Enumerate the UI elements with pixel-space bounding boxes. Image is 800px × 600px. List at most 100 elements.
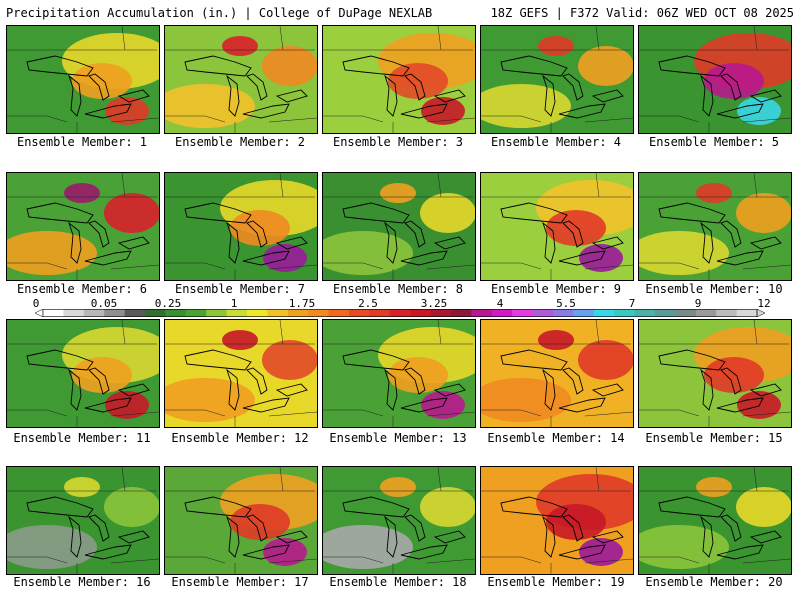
ensemble-map-panel xyxy=(638,319,792,428)
great-lakes-outline xyxy=(500,496,624,560)
legend-swatch xyxy=(328,309,350,317)
precip-map xyxy=(323,26,475,133)
legend-swatch xyxy=(206,309,228,317)
member-label: Ensemble Member: 17 xyxy=(171,575,309,589)
legend-tick-label: 9 xyxy=(694,297,702,310)
precip-contour xyxy=(538,36,574,56)
precip-contour xyxy=(323,231,413,275)
legend-min-arrow xyxy=(35,309,44,317)
legend-swatch xyxy=(124,309,146,317)
member-label: Ensemble Member: 16 xyxy=(13,575,151,589)
ensemble-map-panel xyxy=(322,172,476,281)
great-lakes-outline xyxy=(342,496,466,560)
member-label: Ensemble Member: 19 xyxy=(487,575,625,589)
precip-contour xyxy=(639,525,729,569)
great-lakes-outline xyxy=(26,496,150,560)
ensemble-map-panel xyxy=(638,25,792,134)
precip-map xyxy=(639,173,791,280)
precip-contour xyxy=(696,183,732,203)
state-borders xyxy=(7,26,159,133)
precip-map xyxy=(323,320,475,427)
state-borders xyxy=(639,320,791,427)
legend-swatch xyxy=(369,309,391,317)
great-lakes-outline xyxy=(184,349,308,413)
legend-swatch xyxy=(410,309,432,317)
legend-swatch xyxy=(675,309,697,317)
color-legend xyxy=(35,309,765,317)
precip-contour xyxy=(7,525,97,569)
precip-contour xyxy=(578,340,633,380)
member-label: Ensemble Member: 5 xyxy=(648,135,780,149)
member-label: Ensemble Member: 6 xyxy=(16,282,148,296)
state-borders xyxy=(481,173,633,280)
precip-map xyxy=(323,467,475,574)
legend-swatch xyxy=(267,309,289,317)
ensemble-map-panel xyxy=(164,172,318,281)
legend-swatch xyxy=(491,309,513,317)
legend-swatch xyxy=(430,309,452,317)
member-label: Ensemble Member: 12 xyxy=(171,431,309,445)
precip-contour xyxy=(736,487,791,527)
state-borders xyxy=(7,173,159,280)
precip-contour xyxy=(7,231,97,275)
member-label: Ensemble Member: 9 xyxy=(490,282,622,296)
precip-map xyxy=(481,320,633,427)
state-borders xyxy=(323,320,475,427)
color-legend-bar xyxy=(35,309,765,317)
legend-tick-label: 12 xyxy=(757,297,771,310)
legend-tick-label: 0.25 xyxy=(154,297,182,310)
ensemble-map-panel xyxy=(322,466,476,575)
precip-map xyxy=(7,173,159,280)
precip-map xyxy=(639,467,791,574)
great-lakes-outline xyxy=(342,55,466,119)
legend-swatch xyxy=(43,309,64,317)
precip-contour xyxy=(380,477,416,497)
legend-swatch xyxy=(287,309,309,317)
member-label: Ensemble Member: 20 xyxy=(645,575,783,589)
precip-contour xyxy=(481,378,571,422)
precip-contour xyxy=(72,63,132,99)
member-label: Ensemble Member: 18 xyxy=(329,575,467,589)
legend-swatch xyxy=(165,309,187,317)
precip-contour xyxy=(104,487,159,527)
precip-map xyxy=(165,26,317,133)
legend-tick-label: 0.05 xyxy=(90,297,118,310)
legend-tick-label: 2.5 xyxy=(358,297,378,310)
great-lakes-outline xyxy=(658,55,782,119)
precip-contour xyxy=(639,231,729,275)
legend-tick-labels: 0 0.05 0.25 1 1.75 2.5 3.25 4 5.5 7 9 12 xyxy=(0,297,800,310)
great-lakes-outline xyxy=(500,349,624,413)
legend-tick-label: 1.75 xyxy=(288,297,316,310)
precip-contour xyxy=(546,504,606,540)
precip-contour xyxy=(380,183,416,203)
legend-swatch xyxy=(634,309,656,317)
legend-tick-label: 7 xyxy=(628,297,636,310)
member-label: Ensemble Member: 14 xyxy=(487,431,625,445)
legend-swatch xyxy=(655,309,676,317)
member-label: Ensemble Member: 8 xyxy=(332,282,464,296)
chart-title: Precipitation Accumulation (in.) | Colle… xyxy=(6,6,433,20)
great-lakes-outline xyxy=(658,349,782,413)
legend-swatch xyxy=(512,309,534,317)
ensemble-map-panel xyxy=(638,172,792,281)
precip-map xyxy=(165,467,317,574)
great-lakes-outline xyxy=(500,55,624,119)
state-borders xyxy=(165,173,317,280)
precip-map xyxy=(7,26,159,133)
member-label: Ensemble Member: 3 xyxy=(332,135,464,149)
state-borders xyxy=(323,173,475,280)
legend-swatch xyxy=(614,309,636,317)
legend-swatch xyxy=(104,309,126,317)
member-label: Ensemble Member: 2 xyxy=(174,135,306,149)
precip-contour xyxy=(323,525,413,569)
legend-swatch xyxy=(532,309,554,317)
precip-map xyxy=(7,320,159,427)
precip-contour xyxy=(704,357,764,393)
ensemble-map-panel xyxy=(6,466,160,575)
state-borders xyxy=(481,26,633,133)
precip-contour xyxy=(696,477,732,497)
great-lakes-outline xyxy=(184,496,308,560)
member-label: Ensemble Member: 4 xyxy=(490,135,622,149)
legend-max-arrow xyxy=(756,309,765,317)
precip-map xyxy=(481,173,633,280)
